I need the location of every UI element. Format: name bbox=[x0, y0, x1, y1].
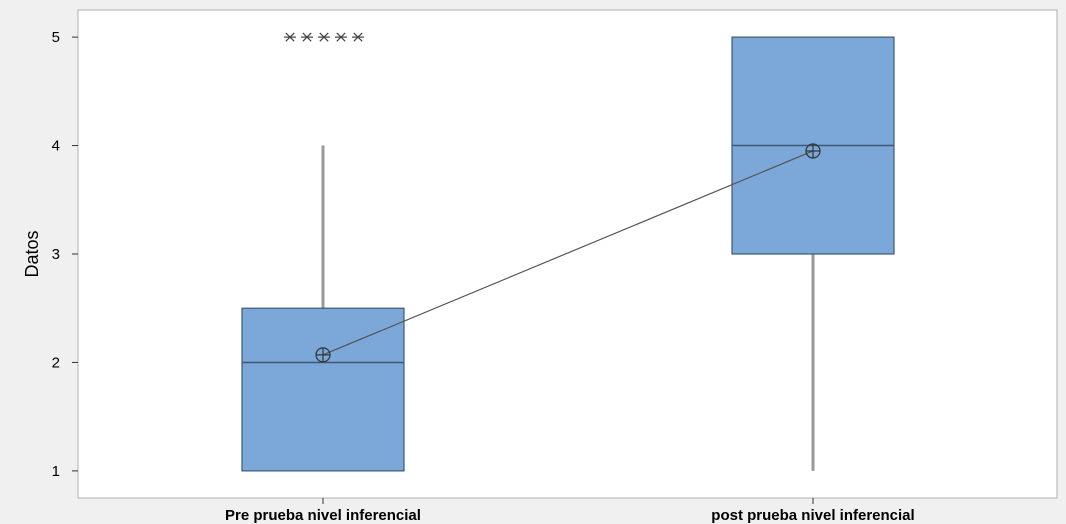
x-tick-label-0: Pre prueba nivel inferencial bbox=[225, 507, 421, 524]
y-tick-label-2: 2 bbox=[52, 354, 60, 371]
mean-marker-1 bbox=[805, 143, 821, 159]
outlier-stroke bbox=[285, 32, 295, 42]
mean-line bbox=[322, 150, 814, 356]
outlier-marker bbox=[301, 32, 313, 42]
mean-marker-0 bbox=[315, 347, 331, 363]
outlier-marker bbox=[352, 32, 364, 42]
y-tick-label-5: 5 bbox=[52, 29, 60, 46]
outlier-stroke bbox=[353, 32, 363, 42]
outlier-stroke bbox=[336, 32, 346, 42]
x-tick-label-1: post prueba nivel inferencial bbox=[711, 507, 914, 524]
boxes bbox=[241, 32, 895, 472]
outlier-stroke bbox=[319, 32, 329, 42]
iqr-box bbox=[241, 307, 405, 472]
mean-connect-line bbox=[315, 143, 821, 363]
y-axis-title: Datos bbox=[22, 230, 42, 277]
x-axis: Pre prueba nivel inferencial post prueba … bbox=[225, 498, 915, 524]
y-axis: 1 2 3 4 5 bbox=[52, 29, 78, 480]
outlier-stroke bbox=[302, 32, 312, 42]
box-0 bbox=[241, 32, 405, 472]
outlier-marker bbox=[284, 32, 296, 42]
outlier-marker bbox=[318, 32, 330, 42]
plot-area bbox=[77, 9, 1058, 499]
y-tick-label-4: 4 bbox=[52, 138, 60, 155]
y-tick-label-1: 1 bbox=[52, 463, 60, 480]
y-tick-label-3: 3 bbox=[52, 246, 60, 263]
outlier-marker bbox=[335, 32, 347, 42]
